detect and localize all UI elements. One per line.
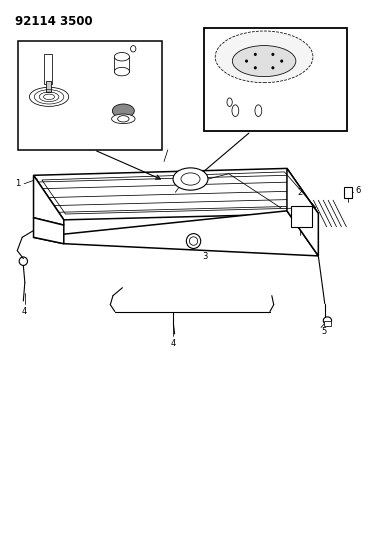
Ellipse shape bbox=[280, 60, 283, 63]
Ellipse shape bbox=[254, 66, 257, 69]
Ellipse shape bbox=[114, 67, 130, 76]
Bar bbox=[323, 320, 331, 326]
Polygon shape bbox=[114, 56, 130, 71]
Ellipse shape bbox=[186, 233, 201, 248]
Bar bbox=[204, 28, 347, 131]
Ellipse shape bbox=[271, 53, 274, 56]
Ellipse shape bbox=[245, 60, 248, 63]
Text: 13: 13 bbox=[235, 117, 246, 126]
Ellipse shape bbox=[255, 105, 262, 117]
Ellipse shape bbox=[232, 105, 239, 117]
Text: 8: 8 bbox=[47, 103, 52, 112]
Bar bbox=[344, 187, 352, 198]
Text: 7: 7 bbox=[153, 142, 158, 151]
Ellipse shape bbox=[323, 317, 331, 324]
Ellipse shape bbox=[173, 168, 208, 190]
Text: 3: 3 bbox=[202, 252, 208, 261]
Text: 9: 9 bbox=[48, 131, 53, 140]
Text: 4: 4 bbox=[21, 307, 27, 316]
Ellipse shape bbox=[271, 66, 274, 69]
Ellipse shape bbox=[131, 46, 136, 52]
Polygon shape bbox=[287, 168, 319, 256]
Text: 4: 4 bbox=[171, 339, 176, 348]
Text: 10: 10 bbox=[88, 99, 99, 108]
Ellipse shape bbox=[112, 114, 135, 124]
Polygon shape bbox=[34, 175, 64, 225]
Text: 11: 11 bbox=[88, 126, 98, 135]
Ellipse shape bbox=[232, 46, 296, 77]
Text: 92114 3500: 92114 3500 bbox=[14, 14, 92, 28]
Polygon shape bbox=[291, 206, 312, 227]
Text: 12: 12 bbox=[217, 99, 227, 108]
Polygon shape bbox=[46, 81, 51, 92]
Text: 6: 6 bbox=[355, 186, 360, 195]
Text: 1: 1 bbox=[14, 179, 20, 188]
Text: 5: 5 bbox=[321, 327, 326, 336]
Polygon shape bbox=[44, 54, 53, 84]
Ellipse shape bbox=[29, 87, 69, 107]
Bar bbox=[18, 41, 162, 150]
Polygon shape bbox=[34, 217, 64, 244]
Ellipse shape bbox=[112, 104, 134, 118]
Ellipse shape bbox=[254, 53, 257, 56]
Text: 2: 2 bbox=[297, 188, 303, 197]
Polygon shape bbox=[34, 211, 319, 256]
Ellipse shape bbox=[215, 31, 313, 83]
Polygon shape bbox=[34, 168, 319, 220]
Ellipse shape bbox=[114, 53, 130, 61]
